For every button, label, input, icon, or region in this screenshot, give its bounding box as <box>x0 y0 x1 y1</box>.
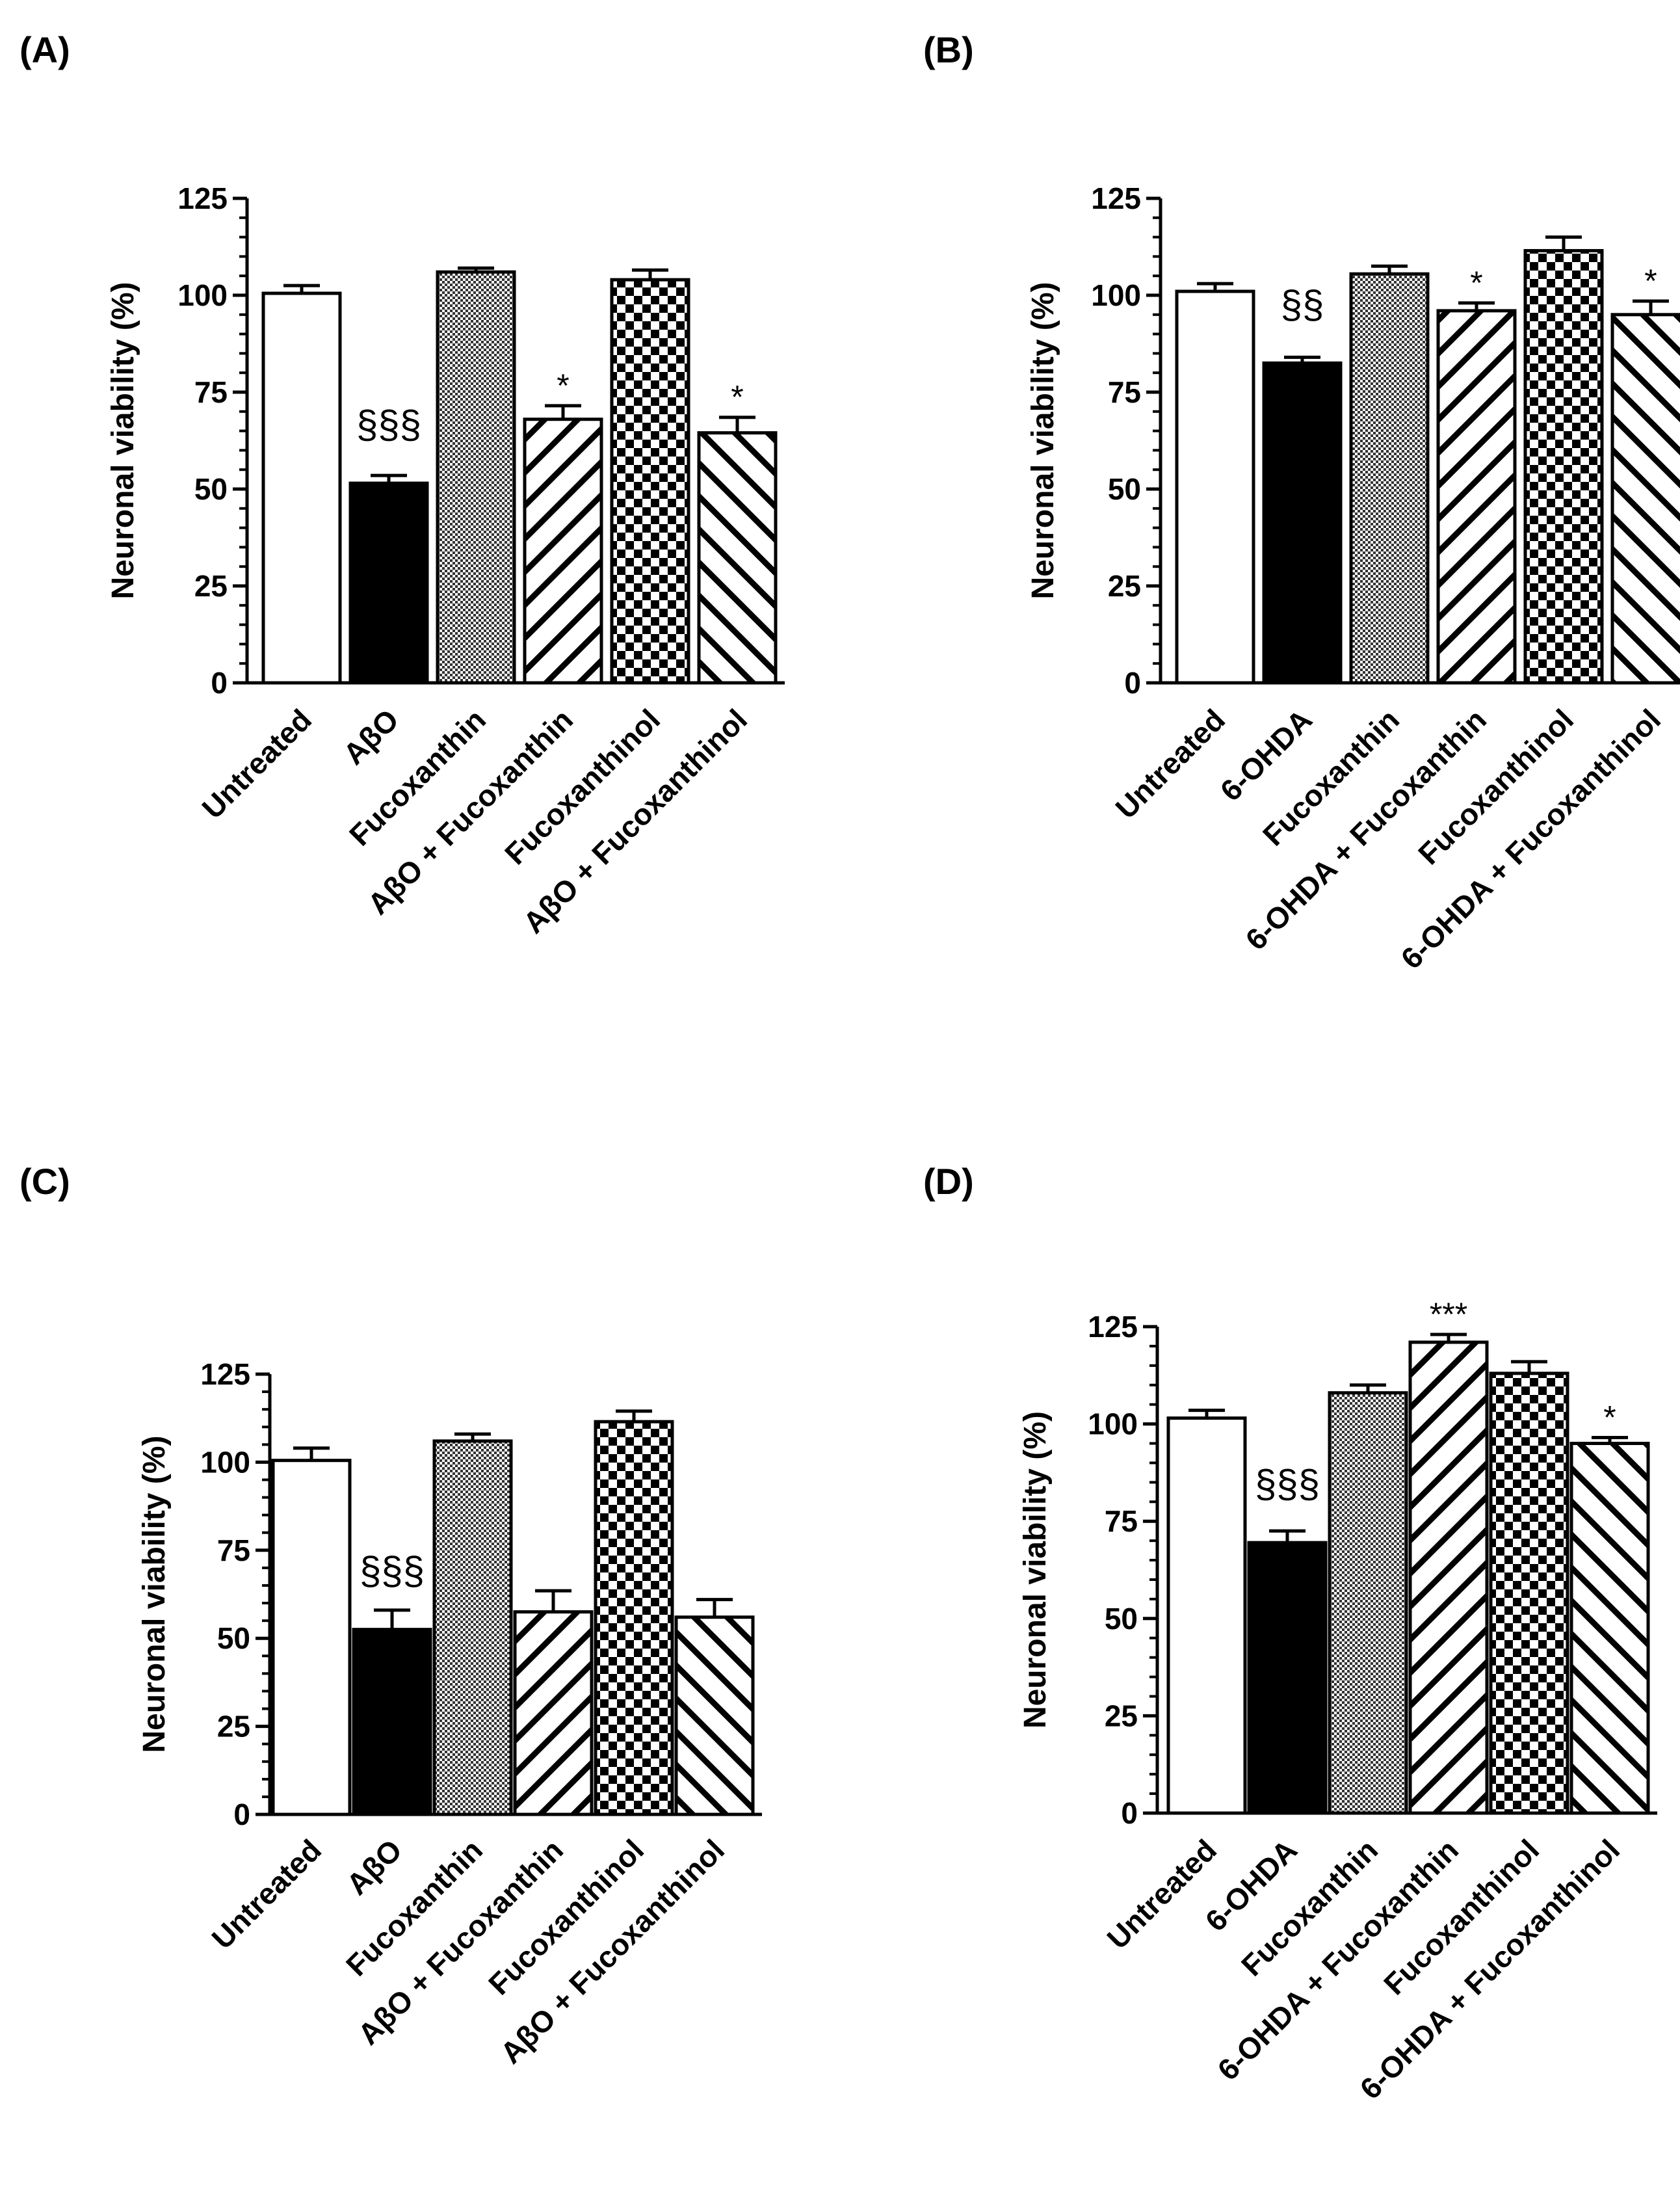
bar-6 <box>697 431 778 685</box>
y-tick-label: 25 <box>1105 1699 1138 1732</box>
bar-4 <box>1436 309 1517 685</box>
bar-3 <box>436 270 516 685</box>
bar-6 <box>1569 1442 1650 1815</box>
bar-2 <box>1262 361 1343 685</box>
y-axis-label: Neuronal viability (%) <box>137 1435 172 1753</box>
bar-5 <box>594 1420 674 1816</box>
panel-label: (B) <box>923 29 974 70</box>
y-tick-label: 0 <box>233 1797 250 1831</box>
y-tick-label: 75 <box>1105 1504 1138 1538</box>
y-tick-label: 50 <box>217 1621 250 1655</box>
y-tick-label: 0 <box>1124 666 1141 700</box>
y-axis-label: Neuronal viability (%) <box>1026 282 1060 599</box>
y-tick-label: 100 <box>200 1445 250 1479</box>
y-axis-label: Neuronal viability (%) <box>106 282 140 599</box>
y-tick-label: 125 <box>200 1357 250 1391</box>
bar-5 <box>610 278 690 685</box>
y-tick-label: 50 <box>194 472 228 506</box>
significance-marker: §§ <box>1281 282 1324 326</box>
y-tick-label: 125 <box>1088 1310 1138 1344</box>
panel-d: (D) Neuronal viability (%) 0 25 50 75 100 125 Un… <box>923 1161 1657 2106</box>
significance-marker: * <box>1603 1399 1616 1436</box>
y-tick-label: 0 <box>211 666 228 700</box>
bar-1 <box>1175 289 1255 685</box>
y-tick-label: 75 <box>194 375 228 409</box>
category-label: Untreated <box>1100 1833 1223 1956</box>
bar-1 <box>271 1459 352 1816</box>
bar-5 <box>1489 1372 1569 1815</box>
y-tick-label: 100 <box>177 278 228 312</box>
significance-marker: * <box>1644 263 1657 299</box>
bar-3 <box>1328 1391 1408 1815</box>
y-tick-label: 75 <box>1108 375 1141 409</box>
bar-2 <box>1247 1541 1328 1815</box>
bar-1 <box>1166 1416 1247 1815</box>
y-tick-label: 25 <box>194 569 228 603</box>
y-tick-label: 25 <box>217 1710 250 1744</box>
y-axis-label: Neuronal viability (%) <box>1018 1411 1053 1729</box>
bar-4 <box>513 1610 594 1816</box>
bar-1 <box>261 291 342 685</box>
category-label: Untreated <box>195 702 318 825</box>
y-tick-label: 125 <box>177 181 228 215</box>
bar-6 <box>1610 313 1680 685</box>
category-label: Untreated <box>205 1833 328 1956</box>
significance-marker: * <box>557 367 569 404</box>
significance-marker: *** <box>1430 1296 1467 1333</box>
y-tick-label: 25 <box>1108 569 1141 603</box>
panel-b: (B) Neuronal viability (%) 0 25 50 75 100 125 Un… <box>923 29 1680 975</box>
y-tick-label: 100 <box>1091 278 1141 312</box>
panel-label: (A) <box>20 29 70 70</box>
significance-marker: §§§ <box>356 403 421 446</box>
category-label: Untreated <box>1109 702 1231 825</box>
significance-marker: * <box>1470 265 1482 301</box>
panel-c: (C) Neuronal viability (%) 0 25 50 75 100 125 Un… <box>20 1161 762 2070</box>
y-tick-label: 50 <box>1105 1602 1138 1636</box>
bar-2 <box>352 1628 432 1816</box>
y-tick-label: 100 <box>1088 1407 1138 1441</box>
panel-a: (A) Neuronal viability (%) 0 25 50 75 100 125 Un… <box>20 29 785 940</box>
category-label: AβO <box>337 702 405 771</box>
bar-6 <box>674 1615 755 1816</box>
y-tick-label: 125 <box>1091 181 1141 215</box>
y-tick-label: 75 <box>217 1533 250 1567</box>
category-label: Fucoxanthinol <box>1411 702 1580 871</box>
significance-marker: * <box>731 379 743 416</box>
bar-2 <box>348 481 429 685</box>
panel-label: (C) <box>20 1161 70 1202</box>
bar-3 <box>432 1439 513 1816</box>
y-tick-label: 0 <box>1121 1796 1138 1830</box>
bar-4 <box>1408 1340 1489 1815</box>
bar-5 <box>1523 248 1604 685</box>
category-label: AβO <box>340 1833 408 1901</box>
bar-4 <box>523 418 603 685</box>
significance-marker: §§§ <box>360 1549 425 1593</box>
panel-label: (D) <box>923 1161 974 1202</box>
category-label: Fucoxanthinol <box>498 702 666 871</box>
significance-marker: §§§ <box>1255 1462 1320 1506</box>
y-tick-label: 50 <box>1108 472 1141 506</box>
bar-3 <box>1349 272 1430 685</box>
